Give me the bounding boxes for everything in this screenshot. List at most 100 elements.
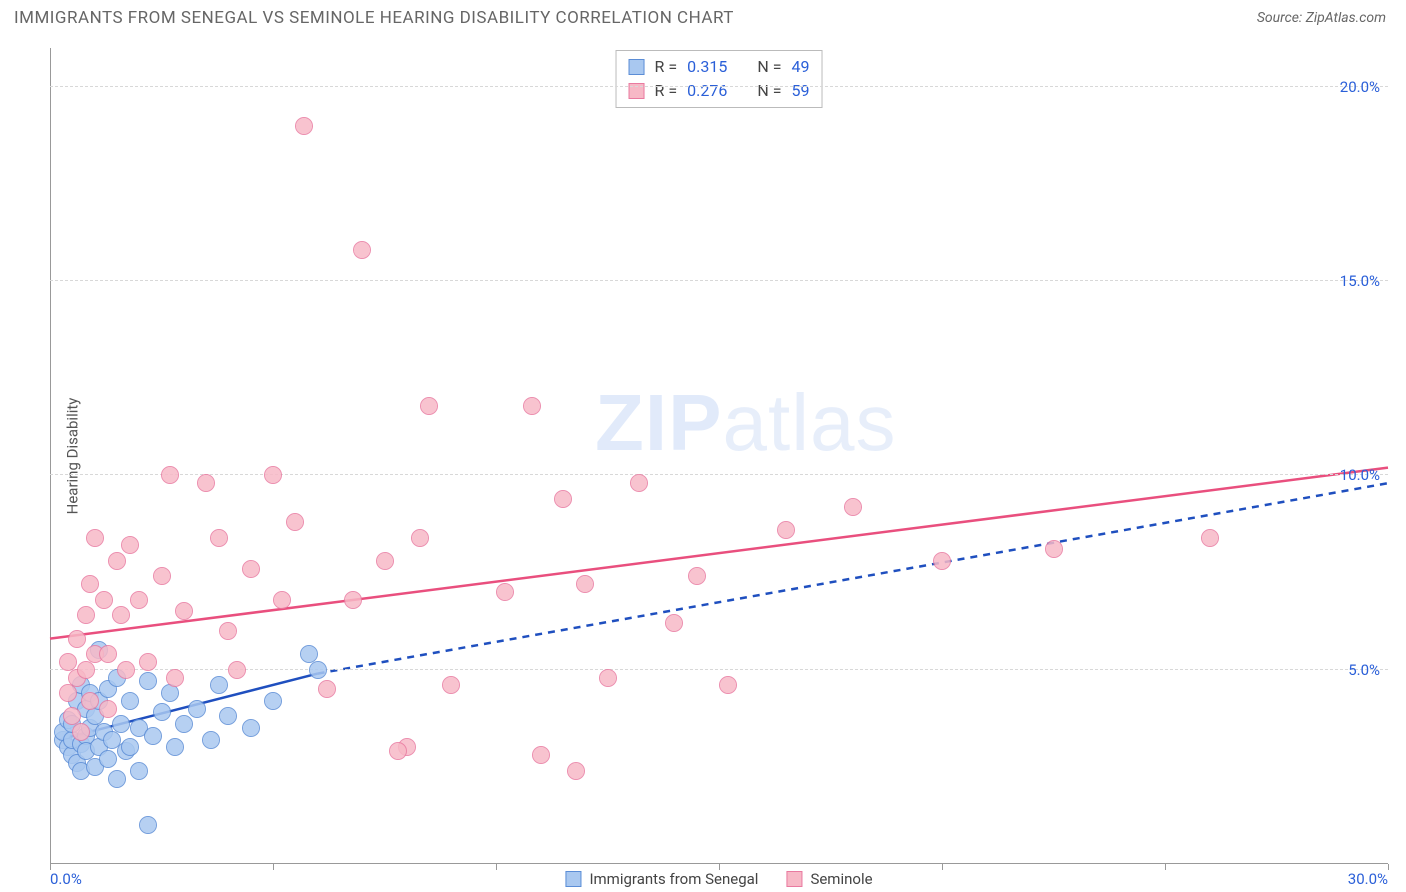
data-point-seminole (576, 575, 594, 593)
data-point-seminole (99, 645, 117, 663)
data-point-seminole (353, 241, 371, 259)
data-point-seminole (286, 513, 304, 531)
y-tick-label: 5.0% (1348, 661, 1380, 679)
data-point-seminole (389, 742, 407, 760)
data-point-seminole (665, 614, 683, 632)
data-point-seminole (121, 536, 139, 554)
stat-n-label: N = (757, 79, 781, 103)
data-point-seminole (273, 591, 291, 609)
legend-item-senegal: Immigrants from Senegal (565, 870, 758, 888)
data-point-senegal (202, 731, 220, 749)
data-point-seminole (523, 397, 541, 415)
x-tick-label-min: 0.0% (50, 870, 82, 888)
data-point-senegal (264, 692, 282, 710)
data-point-senegal (144, 727, 162, 745)
source-attribution: Source: ZipAtlas.com (1257, 10, 1386, 26)
data-point-seminole (376, 552, 394, 570)
data-point-seminole (117, 661, 135, 679)
data-point-senegal (175, 715, 193, 733)
data-point-seminole (68, 630, 86, 648)
stats-legend-box: R =0.315N =49R =0.276N =59 (616, 50, 823, 108)
data-point-senegal (108, 770, 126, 788)
data-point-seminole (567, 762, 585, 780)
data-point-seminole (72, 723, 90, 741)
x-tick (1165, 864, 1166, 870)
gridline (50, 86, 1388, 87)
data-point-senegal (153, 703, 171, 721)
data-point-senegal (139, 672, 157, 690)
x-tick (942, 864, 943, 870)
y-tick-label: 15.0% (1340, 272, 1380, 290)
data-point-seminole (532, 746, 550, 764)
data-point-seminole (166, 669, 184, 687)
y-tick-label: 20.0% (1340, 78, 1380, 96)
data-point-seminole (139, 653, 157, 671)
data-point-senegal (121, 692, 139, 710)
gridline (50, 669, 1388, 670)
data-point-seminole (153, 567, 171, 585)
stats-row-seminole: R =0.276N =59 (629, 79, 810, 103)
data-point-seminole (630, 474, 648, 492)
stat-n-value: 59 (791, 79, 809, 103)
data-point-seminole (210, 529, 228, 547)
source-name: ZipAtlas.com (1306, 10, 1386, 26)
data-point-seminole (108, 552, 126, 570)
data-point-seminole (81, 575, 99, 593)
data-point-senegal (161, 684, 179, 702)
x-tick (273, 864, 274, 870)
stats-row-senegal: R =0.315N =49 (629, 55, 810, 79)
data-point-senegal (188, 700, 206, 718)
data-point-senegal (130, 762, 148, 780)
x-tick (719, 864, 720, 870)
data-point-seminole (228, 661, 246, 679)
data-point-seminole (161, 466, 179, 484)
data-point-senegal (121, 738, 139, 756)
data-point-seminole (197, 474, 215, 492)
stat-n-label: N = (757, 55, 781, 79)
trend-lines-layer (50, 48, 1388, 864)
y-axis-line (50, 48, 51, 864)
legend-label: Seminole (810, 870, 872, 888)
stat-n-value: 49 (791, 55, 809, 79)
x-tick (50, 864, 51, 870)
data-point-seminole (59, 684, 77, 702)
data-point-senegal (139, 816, 157, 834)
data-point-seminole (175, 602, 193, 620)
data-point-seminole (77, 606, 95, 624)
data-point-seminole (112, 606, 130, 624)
data-point-seminole (719, 676, 737, 694)
source-prefix: Source: (1257, 10, 1306, 26)
x-tick (496, 864, 497, 870)
data-point-seminole (219, 622, 237, 640)
swatch-senegal-icon (629, 59, 645, 75)
data-point-seminole (242, 560, 260, 578)
data-point-seminole (95, 591, 113, 609)
chart-area: ZIPatlas Hearing Disability R =0.315N =4… (50, 48, 1388, 864)
stat-r-value: 0.315 (687, 55, 727, 79)
chart-title: IMMIGRANTS FROM SENEGAL VS SEMINOLE HEAR… (14, 8, 734, 28)
data-point-seminole (442, 676, 460, 694)
data-point-senegal (309, 661, 327, 679)
data-point-seminole (496, 583, 514, 601)
data-point-seminole (554, 490, 572, 508)
trend-line (50, 468, 1388, 639)
data-point-seminole (99, 700, 117, 718)
data-point-seminole (1045, 540, 1063, 558)
data-point-senegal (112, 715, 130, 733)
watermark: ZIPatlas (595, 377, 896, 469)
data-point-seminole (86, 529, 104, 547)
gridline (50, 280, 1388, 281)
series-legend: Immigrants from Senegal Seminole (565, 870, 872, 888)
watermark-bold: ZIP (595, 378, 722, 467)
data-point-seminole (688, 567, 706, 585)
gridline (50, 474, 1388, 475)
data-point-senegal (242, 719, 260, 737)
data-point-senegal (210, 676, 228, 694)
data-point-seminole (777, 521, 795, 539)
data-point-seminole (844, 498, 862, 516)
data-point-seminole (77, 661, 95, 679)
x-tick-label-max: 30.0% (1348, 870, 1388, 888)
data-point-senegal (99, 750, 117, 768)
data-point-seminole (411, 529, 429, 547)
data-point-seminole (599, 669, 617, 687)
